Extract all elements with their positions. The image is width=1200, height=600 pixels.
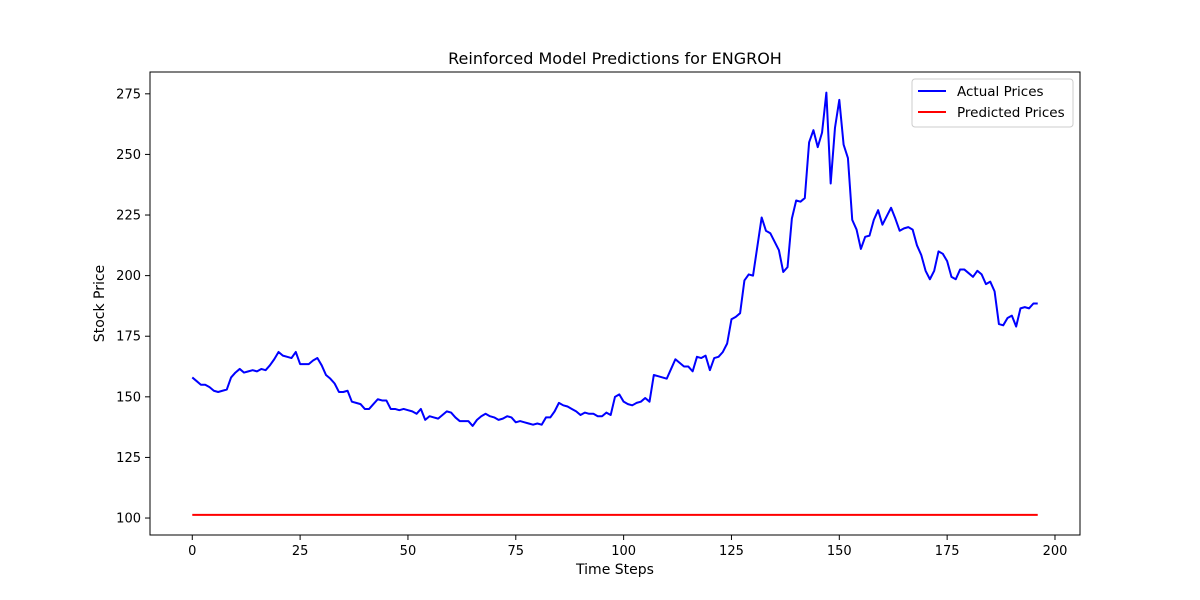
- y-axis-ticks: 100 125 150 175 200 225 250 275: [116, 87, 150, 527]
- x-tick-label: 200: [1043, 544, 1068, 559]
- y-tick-label: 275: [116, 87, 141, 102]
- axes-frame: [149, 71, 1081, 536]
- plot-area: [191, 91, 1038, 516]
- chart-title: Reinforced Model Predictions for ENGROH: [448, 49, 782, 68]
- x-tick-label: 175: [935, 544, 960, 559]
- x-tick-label: 150: [827, 544, 852, 559]
- y-tick-label: 200: [116, 269, 141, 284]
- y-axis-label: Stock Price: [92, 265, 108, 342]
- x-tick-label: 100: [611, 544, 636, 559]
- x-tick-label: 125: [719, 544, 744, 559]
- legend: Actual Prices Predicted Prices: [911, 78, 1074, 128]
- y-tick-label: 100: [116, 512, 141, 527]
- legend-frame: [911, 78, 1074, 128]
- series-line-actual-prices: [191, 91, 1038, 427]
- x-axis-label: Time Steps: [575, 562, 654, 578]
- x-tick-label: 75: [508, 544, 525, 559]
- legend-label-actual-prices: Actual Prices: [957, 84, 1044, 100]
- y-tick-label: 125: [116, 451, 141, 466]
- y-tick-label: 150: [116, 390, 141, 405]
- legend-label-predicted-prices: Predicted Prices: [957, 105, 1065, 121]
- y-tick-label: 175: [116, 330, 141, 345]
- x-tick-label: 25: [292, 544, 309, 559]
- x-tick-label: 50: [400, 544, 417, 559]
- x-axis-ticks: 0 25 50 75 100 125 150 175 200: [188, 535, 1067, 559]
- x-tick-label: 0: [188, 544, 196, 559]
- y-tick-label: 225: [116, 209, 141, 224]
- y-tick-label: 250: [116, 148, 141, 163]
